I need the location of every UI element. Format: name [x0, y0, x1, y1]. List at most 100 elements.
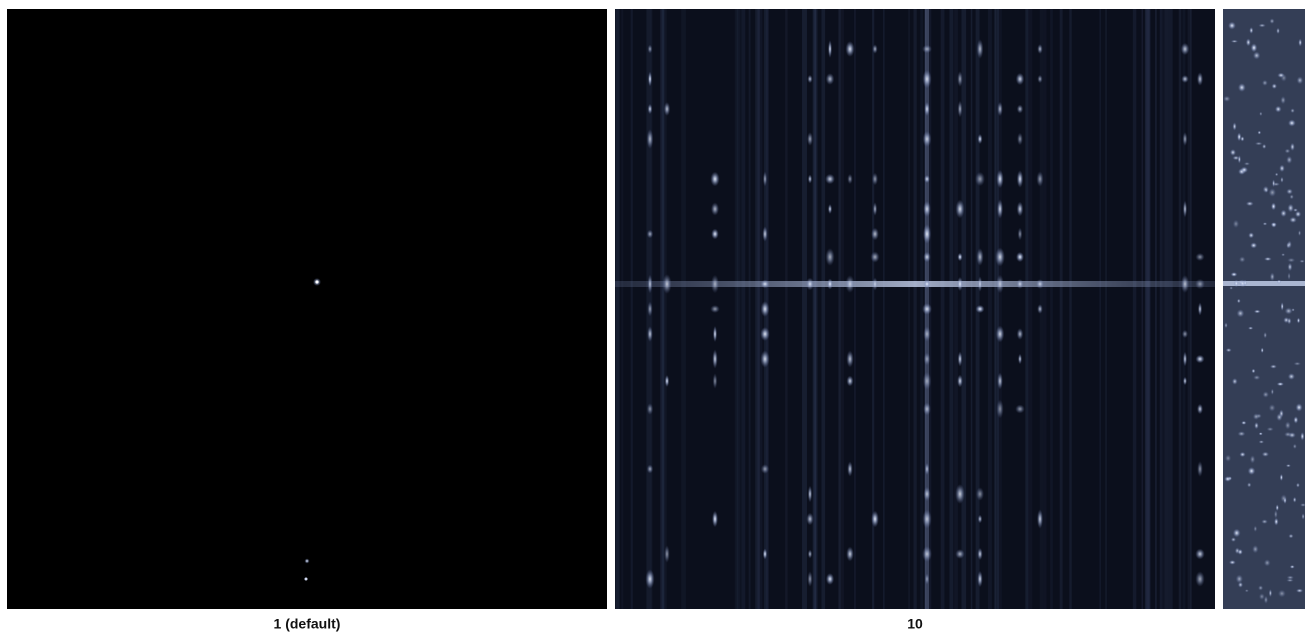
spot	[925, 463, 929, 475]
spot	[1269, 589, 1272, 597]
spot	[1183, 377, 1187, 385]
streak	[1060, 9, 1063, 609]
spot	[711, 202, 719, 215]
spot	[664, 545, 669, 563]
spot	[826, 573, 834, 585]
spot	[1298, 38, 1302, 46]
spot	[662, 274, 671, 294]
spot	[1262, 391, 1269, 398]
streak	[631, 9, 633, 609]
streak	[785, 9, 787, 609]
spot	[1270, 364, 1277, 368]
streak	[615, 281, 1215, 287]
spot	[1277, 73, 1284, 78]
spot	[1295, 211, 1301, 218]
spot	[762, 226, 767, 241]
spot	[923, 201, 931, 217]
spot	[871, 511, 879, 528]
streak	[749, 9, 751, 609]
spot	[1037, 44, 1042, 54]
spot	[1181, 75, 1188, 83]
spot	[648, 274, 653, 293]
spot	[978, 276, 982, 292]
spot	[305, 578, 308, 581]
spot	[1182, 330, 1188, 338]
spot	[1231, 40, 1238, 43]
spot	[872, 173, 878, 186]
spot	[648, 71, 652, 86]
spot	[922, 546, 932, 562]
streak	[737, 9, 741, 609]
streak	[913, 9, 916, 609]
spot	[760, 350, 769, 367]
spot	[1252, 545, 1258, 553]
spot	[923, 224, 931, 244]
spot	[1262, 144, 1266, 149]
streak	[1069, 9, 1071, 609]
spot	[316, 281, 319, 284]
spot	[760, 280, 769, 289]
spot	[957, 277, 963, 291]
spot	[1246, 38, 1251, 46]
spot	[1195, 253, 1204, 261]
spot	[1271, 202, 1276, 210]
spot	[1234, 280, 1239, 288]
spot	[647, 464, 653, 473]
spot	[1289, 217, 1297, 223]
spot	[846, 547, 854, 562]
spot	[923, 131, 932, 147]
spot	[1277, 382, 1284, 386]
streak	[1182, 9, 1185, 609]
spot	[1017, 170, 1024, 188]
spot	[808, 486, 812, 503]
spot	[1254, 310, 1261, 314]
spot	[924, 102, 929, 116]
spot	[996, 399, 1003, 418]
spot	[648, 104, 653, 114]
streak	[971, 9, 973, 609]
spot	[1261, 347, 1264, 353]
caption: 10	[907, 616, 923, 632]
spot	[1262, 80, 1268, 86]
spot	[647, 230, 653, 239]
spot	[1259, 112, 1262, 116]
spot	[1247, 482, 1251, 487]
spot	[1288, 119, 1296, 126]
streak	[616, 9, 619, 609]
spot	[825, 248, 834, 266]
spot	[1286, 464, 1291, 467]
spot	[847, 174, 852, 184]
spot	[1183, 132, 1188, 146]
spot	[995, 247, 1005, 266]
spot	[1296, 403, 1303, 411]
spot	[1236, 574, 1243, 583]
spot	[958, 100, 963, 117]
spot	[957, 71, 962, 87]
spot	[1275, 173, 1278, 177]
streak	[741, 9, 745, 609]
spot	[1252, 369, 1256, 374]
spot	[1240, 167, 1248, 174]
spot	[977, 548, 982, 560]
spot	[711, 275, 719, 294]
spot	[1229, 286, 1233, 289]
spot	[1224, 476, 1231, 482]
spot	[647, 403, 653, 415]
spot	[647, 301, 652, 316]
spot	[1285, 421, 1291, 429]
streak	[1179, 9, 1182, 609]
spot	[1036, 279, 1044, 289]
spot	[955, 484, 965, 504]
spot	[1277, 280, 1282, 284]
spot	[1280, 210, 1286, 218]
spot	[924, 352, 931, 365]
spot	[1288, 272, 1291, 280]
spot	[975, 172, 985, 186]
streak	[1147, 9, 1150, 609]
spot	[1195, 279, 1205, 289]
spot	[645, 569, 654, 589]
spot	[1293, 444, 1297, 449]
streak	[1105, 9, 1107, 609]
streak	[883, 9, 885, 609]
comparison-figure: 1 (default) 10	[0, 0, 1305, 634]
